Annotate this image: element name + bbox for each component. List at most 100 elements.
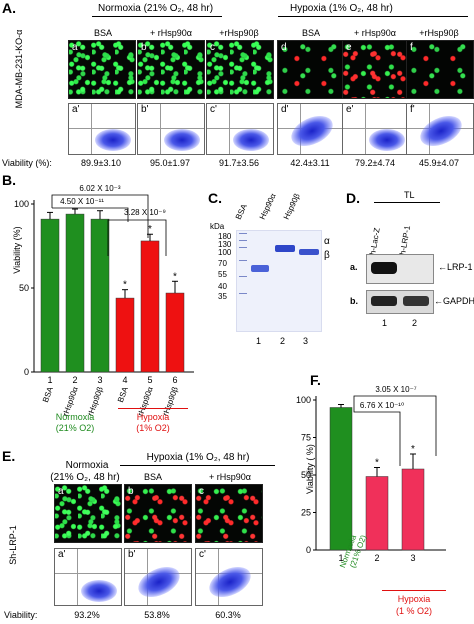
panel-e-letter: E. <box>2 448 16 464</box>
panel-f-hypoxia-label: Hypoxia <box>397 594 431 604</box>
flow-cytometry-plot: c' <box>195 548 263 606</box>
category-number: 2 <box>374 553 379 562</box>
panel-b-ylabel: Viability (%) <box>12 226 22 274</box>
flow-cytometry-plot: a' <box>68 103 136 155</box>
lane-number: 1 <box>256 336 262 346</box>
significance-bracket <box>51 194 149 238</box>
significance-bracket <box>353 395 437 456</box>
significance-bracket <box>52 207 129 222</box>
y-tick-label: 100 <box>14 199 29 209</box>
category-number: 3 <box>410 553 415 562</box>
bar <box>140 240 160 373</box>
category-number: 6 <box>172 375 177 385</box>
panel-a-side-label: MDA-MB-231-KO-α <box>14 29 24 109</box>
fluorescence-image: b <box>137 40 205 99</box>
marker-label: 35 <box>218 292 227 301</box>
flow-cytometry-plot: a' <box>54 548 122 606</box>
category-label: BSA <box>41 385 55 404</box>
flow-cytometry-plot: b' <box>137 103 205 155</box>
viability-value: 45.9±4.07 <box>419 158 459 168</box>
western-blot-gapdh <box>366 290 434 314</box>
tl-bracket <box>374 202 440 203</box>
a-treat-6: +rHsp90β <box>419 28 459 38</box>
a-treat-5: + rHsp90α <box>354 28 396 38</box>
tl-label: TL <box>404 190 415 200</box>
y-tick-label: 75 <box>301 433 311 443</box>
marker-label: 40 <box>218 282 227 291</box>
marker-label: 130 <box>218 240 232 249</box>
category-number: 5 <box>147 375 152 385</box>
panel-b-normoxia-sub: (21% O2) <box>55 423 95 433</box>
panel-f-letter: F. <box>310 372 321 388</box>
lane-number: 2 <box>412 318 418 328</box>
marker-label: 180 <box>218 232 232 241</box>
bar <box>40 218 60 373</box>
category-number: 1 <box>47 375 52 385</box>
beta-label: β <box>324 250 330 261</box>
hypoxia-underline <box>382 590 446 591</box>
fluorescence-image: e <box>342 40 410 99</box>
fluorescence-image: a <box>68 40 136 99</box>
flow-cytometry-plot: c' <box>206 103 274 155</box>
a-treat-1: BSA <box>93 28 112 38</box>
western-blot-lrp1 <box>366 254 434 284</box>
fluorescence-image: f <box>406 40 474 99</box>
panel-f-ylabel: Viability ( %) <box>305 444 315 494</box>
marker-label: 55 <box>218 270 227 279</box>
panel-b-hypoxia-label: Hypoxia <box>136 412 170 422</box>
panel-e-hypoxia-header: Hypoxia (1% O₂, 48 hr) <box>146 452 250 463</box>
panel-e-side-label: Sh-LRP-1 <box>8 525 18 565</box>
lane-number: 1 <box>382 318 388 328</box>
marker-label: 100 <box>218 248 232 257</box>
hypoxia-bracket <box>278 16 468 17</box>
hsp90a-band <box>275 245 295 252</box>
y-tick-label: 25 <box>301 508 311 518</box>
panel-e-normoxia-header: Normoxia <box>65 460 109 471</box>
flow-cytometry-plot: f' <box>406 103 474 155</box>
fluorescence-image: d <box>277 40 345 99</box>
viability-value: 89.9±3.10 <box>81 158 121 168</box>
pvalue-label: 3.28 X 10⁻⁹ <box>124 208 166 217</box>
viability-value: 95.0±1.97 <box>150 158 190 168</box>
panel-f-hypoxia-sub: (1 % O2) <box>395 606 432 616</box>
hypoxia-bracket <box>120 465 275 466</box>
panel-b-hypoxia-sub: (1% O2) <box>136 423 170 433</box>
category-number: 1 <box>338 553 343 562</box>
significance-star: * <box>123 280 127 291</box>
y-tick-label: 0 <box>24 367 29 377</box>
bsa-band <box>251 265 269 272</box>
panel-b-normoxia-label: Normoxia <box>55 412 95 422</box>
significance-star: * <box>411 444 415 455</box>
viability-value: 60.3% <box>215 610 241 620</box>
kda-label: kDa <box>210 222 225 231</box>
fluorescence-image: a <box>54 484 122 543</box>
category-number: 4 <box>122 375 127 385</box>
pvalue-label: 3.05 X 10⁻⁷ <box>375 385 416 394</box>
bar <box>115 297 135 373</box>
fluorescence-image: c <box>206 40 274 99</box>
bar <box>365 476 389 551</box>
category-number: 3 <box>97 375 102 385</box>
y-tick-label: 0 <box>306 545 311 555</box>
lane-number: 3 <box>303 336 309 346</box>
viability-label: Viability (%): <box>2 158 52 168</box>
a-treat-2: + rHsp90α <box>150 28 192 38</box>
row-b-label: b. <box>350 296 358 306</box>
e-treat-3: + rHsp90α <box>209 472 251 482</box>
a-treat-4: BSA <box>301 28 320 38</box>
hypoxia-underline <box>118 408 188 409</box>
viability-label: Viability: <box>4 610 38 620</box>
category-number: 2 <box>72 375 77 385</box>
viability-value: 91.7±3.56 <box>219 158 259 168</box>
lrp1-band-label: ←LRP-1 <box>438 262 473 272</box>
bar <box>401 468 425 551</box>
pvalue-label: 6.76 X 10⁻¹⁰ <box>360 401 404 410</box>
pvalue-label: 6.02 X 10⁻³ <box>79 184 120 193</box>
bar <box>165 292 185 373</box>
a-treat-3: +rHsp90β <box>219 28 259 38</box>
panel-a-normoxia-header: Normoxia (21% O₂, 48 hr) <box>98 3 214 14</box>
significance-star: * <box>375 458 379 469</box>
coomassie-gel <box>236 230 322 332</box>
viability-value: 42.4±3.11 <box>290 158 330 168</box>
e-treat-2: BSA <box>143 472 162 482</box>
